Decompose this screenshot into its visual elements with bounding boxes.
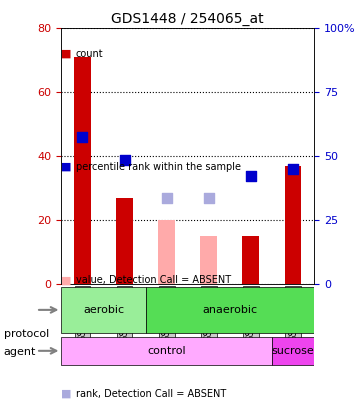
Text: value, Detection Call = ABSENT: value, Detection Call = ABSENT (76, 275, 231, 286)
Bar (74, 57, 91, 284)
Text: rank, Detection Call = ABSENT: rank, Detection Call = ABSENT (76, 389, 226, 399)
Text: agent: agent (4, 347, 36, 357)
Point (164, 195, 170, 201)
Title: GDS1448 / 254065_at: GDS1448 / 254065_at (112, 12, 264, 26)
Point (206, 195, 212, 201)
Text: ■: ■ (61, 389, 72, 399)
Text: GSM38618: GSM38618 (288, 290, 298, 342)
Text: anaerobic: anaerobic (202, 305, 257, 315)
Text: percentile rank within the sample: percentile rank within the sample (76, 162, 241, 172)
Text: sucrose: sucrose (271, 346, 314, 356)
Text: GSM38613: GSM38613 (77, 290, 87, 342)
Text: control: control (147, 346, 186, 356)
Bar (243, 236, 259, 284)
Point (122, 156, 127, 163)
Text: protocol: protocol (4, 329, 49, 339)
Text: count: count (76, 49, 104, 59)
Bar (116, 198, 133, 284)
Point (290, 166, 296, 173)
FancyBboxPatch shape (145, 287, 314, 333)
Point (79, 134, 85, 141)
Text: aerobic: aerobic (83, 305, 124, 315)
Text: GSM38616: GSM38616 (204, 290, 214, 342)
Text: GSM38614: GSM38614 (119, 290, 130, 342)
FancyBboxPatch shape (61, 287, 145, 333)
Bar (158, 220, 175, 284)
Bar (284, 166, 301, 284)
FancyBboxPatch shape (272, 337, 314, 364)
Point (248, 172, 254, 179)
FancyBboxPatch shape (61, 337, 272, 364)
Text: ■: ■ (61, 162, 72, 172)
Text: ■: ■ (61, 275, 72, 286)
Text: GSM38615: GSM38615 (162, 290, 172, 342)
Bar (200, 236, 217, 284)
Text: GSM38617: GSM38617 (246, 290, 256, 342)
Text: ■: ■ (61, 49, 72, 59)
